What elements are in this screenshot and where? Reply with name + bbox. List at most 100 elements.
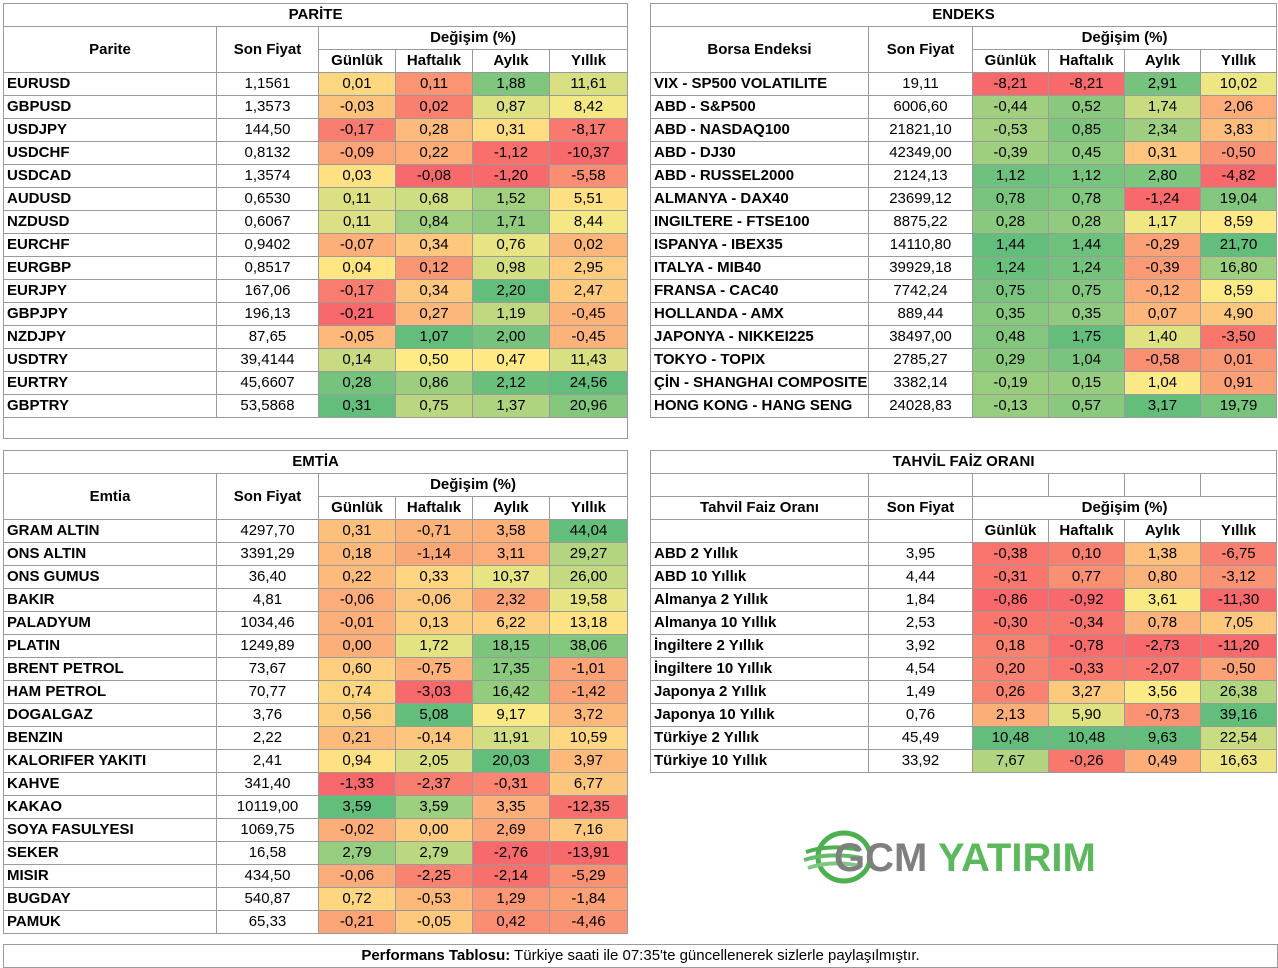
- change-monthly: 0,07: [1124, 302, 1201, 326]
- table-row: GBPJPY 196,13 -0,21 0,27 1,19 -0,45: [3, 302, 629, 326]
- change-monthly: 0,98: [472, 256, 550, 280]
- endeks-panel: ENDEKS Borsa Endeksi Son Fiyat Değişim (…: [649, 3, 1278, 418]
- row-price: 39,4144: [216, 348, 319, 372]
- parite-col-name: Parite: [3, 26, 217, 73]
- row-name: PLATIN: [3, 634, 217, 658]
- change-weekly: -0,92: [1048, 588, 1125, 612]
- parite-period-weekly: Haftalık: [395, 49, 473, 73]
- change-monthly: -0,31: [472, 772, 550, 796]
- tahvil-empty-cell: [1124, 473, 1201, 497]
- tahvil-empty-cell: [650, 519, 869, 543]
- emtia-table: EMTİA Emtia Son Fiyat Değişim (%) Günlük…: [2, 450, 629, 934]
- row-price: 1,1561: [216, 72, 319, 96]
- row-price: 2,53: [868, 611, 973, 635]
- change-daily: -0,86: [972, 588, 1049, 612]
- change-daily: 0,03: [318, 164, 396, 188]
- change-monthly: 1,40: [1124, 325, 1201, 349]
- row-price: 889,44: [868, 302, 973, 326]
- table-row: Türkiye 10 Yıllık 33,92 7,67 -0,26 0,49 16,63: [650, 749, 1278, 773]
- table-row: TOKYO - TOPIX 2785,27 0,29 1,04 -0,58 0,01: [650, 348, 1278, 372]
- change-daily: -8,21: [972, 72, 1049, 96]
- change-yearly: -1,84: [548, 887, 629, 911]
- row-name: ALMANYA - DAX40: [650, 187, 869, 211]
- change-weekly: -0,14: [395, 726, 473, 750]
- table-row: KAKAO 10119,00 3,59 3,59 3,35 -12,35: [3, 795, 629, 819]
- change-weekly: 0,45: [1048, 141, 1125, 165]
- change-weekly: 1,07: [395, 325, 473, 349]
- row-name: NZDUSD: [3, 210, 217, 234]
- table-row: BUGDAY 540,87 0,72 -0,53 1,29 -1,84: [3, 887, 629, 911]
- row-price: 38497,00: [868, 325, 973, 349]
- change-weekly: -3,03: [395, 680, 473, 704]
- logo-swoosh-icon: [803, 830, 873, 884]
- change-yearly: -5,29: [548, 864, 629, 888]
- row-price: 434,50: [216, 864, 319, 888]
- change-yearly: 16,80: [1199, 256, 1278, 280]
- change-monthly: -1,20: [472, 164, 550, 188]
- row-name: İngiltere 10 Yıllık: [650, 657, 869, 681]
- row-price: 0,76: [868, 703, 973, 727]
- change-daily: 0,14: [318, 348, 396, 372]
- table-row: HOLLANDA - AMX 889,44 0,35 0,35 0,07 4,90: [650, 302, 1278, 326]
- change-weekly: 0,84: [395, 210, 473, 234]
- table-row: Japonya 2 Yıllık 1,49 0,26 3,27 3,56 26,38: [650, 680, 1278, 704]
- tahvil-empty-cell: [650, 473, 869, 497]
- table-row: SEKER 16,58 2,79 2,79 -2,76 -13,91: [3, 841, 629, 865]
- parite-col-change: Değişim (%): [317, 26, 629, 50]
- change-yearly: 6,77: [548, 772, 629, 796]
- change-yearly: 3,97: [548, 749, 629, 773]
- change-yearly: -1,42: [548, 680, 629, 704]
- change-weekly: 3,27: [1048, 680, 1125, 704]
- change-weekly: 0,12: [395, 256, 473, 280]
- row-name: ÇİN - SHANGHAI COMPOSITE: [650, 371, 869, 395]
- change-yearly: -0,45: [548, 302, 629, 326]
- emtia-col-change: Değişim (%): [317, 473, 629, 497]
- row-name: ITALYA - MIB40: [650, 256, 869, 280]
- row-name: Japonya 10 Yıllık: [650, 703, 869, 727]
- row-price: 1,84: [868, 588, 973, 612]
- change-yearly: 24,56: [548, 371, 629, 395]
- table-row: FRANSA - CAC40 7742,24 0,75 0,75 -0,12 8,59: [650, 279, 1278, 303]
- change-daily: 0,75: [972, 279, 1049, 303]
- change-yearly: 19,79: [1199, 394, 1278, 418]
- tahvil-table: TAHVİL FAİZ ORANI Tahvil Faiz Oranı Son …: [649, 450, 1278, 773]
- row-name: SEKER: [3, 841, 217, 865]
- table-row: ABD - DJ30 42349,00 -0,39 0,45 0,31 -0,50: [650, 141, 1278, 165]
- table-row: Almanya 10 Yıllık 2,53 -0,30 -0,34 0,78 7,05: [650, 611, 1278, 635]
- change-monthly: 3,58: [472, 519, 550, 543]
- change-daily: -0,17: [318, 279, 396, 303]
- endeks-col-price: Son Fiyat: [868, 26, 973, 73]
- row-price: 1,49: [868, 680, 973, 704]
- change-daily: -0,21: [318, 302, 396, 326]
- table-row: USDTRY 39,4144 0,14 0,50 0,47 11,43: [3, 348, 629, 372]
- change-daily: 0,11: [318, 210, 396, 234]
- change-daily: 0,28: [318, 371, 396, 395]
- change-yearly: 3,72: [548, 703, 629, 727]
- change-yearly: 7,16: [548, 818, 629, 842]
- row-price: 4,54: [868, 657, 973, 681]
- change-yearly: 8,44: [548, 210, 629, 234]
- change-monthly: 2,80: [1124, 164, 1201, 188]
- tahvil-empty-cell: [972, 473, 1049, 497]
- row-price: 14110,80: [868, 233, 973, 257]
- change-weekly: -2,25: [395, 864, 473, 888]
- tahvil-col-change: Değişim (%): [971, 496, 1278, 520]
- table-row: HONG KONG - HANG SENG 24028,83 -0,13 0,57 3,…: [650, 394, 1278, 418]
- change-daily: 0,74: [318, 680, 396, 704]
- endeks-period-daily: Günlük: [972, 49, 1049, 73]
- change-yearly: 26,00: [548, 565, 629, 589]
- table-row: İngiltere 10 Yıllık 4,54 0,20 -0,33 -2,07 -0,…: [650, 657, 1278, 681]
- change-weekly: -1,14: [395, 542, 473, 566]
- row-name: ONS GUMUS: [3, 565, 217, 589]
- change-monthly: 17,35: [472, 657, 550, 681]
- change-weekly: 0,85: [1048, 118, 1125, 142]
- row-price: 7742,24: [868, 279, 973, 303]
- change-monthly: -2,73: [1124, 634, 1201, 658]
- change-yearly: -4,82: [1199, 164, 1278, 188]
- change-yearly: 2,95: [548, 256, 629, 280]
- change-monthly: 18,15: [472, 634, 550, 658]
- change-monthly: 2,20: [472, 279, 550, 303]
- row-price: 45,49: [868, 726, 973, 750]
- table-row: GBPTRY 53,5868 0,31 0,75 1,37 20,96: [3, 394, 629, 418]
- table-row: INGILTERE - FTSE100 8875,22 0,28 0,28 1,17 8,…: [650, 210, 1278, 234]
